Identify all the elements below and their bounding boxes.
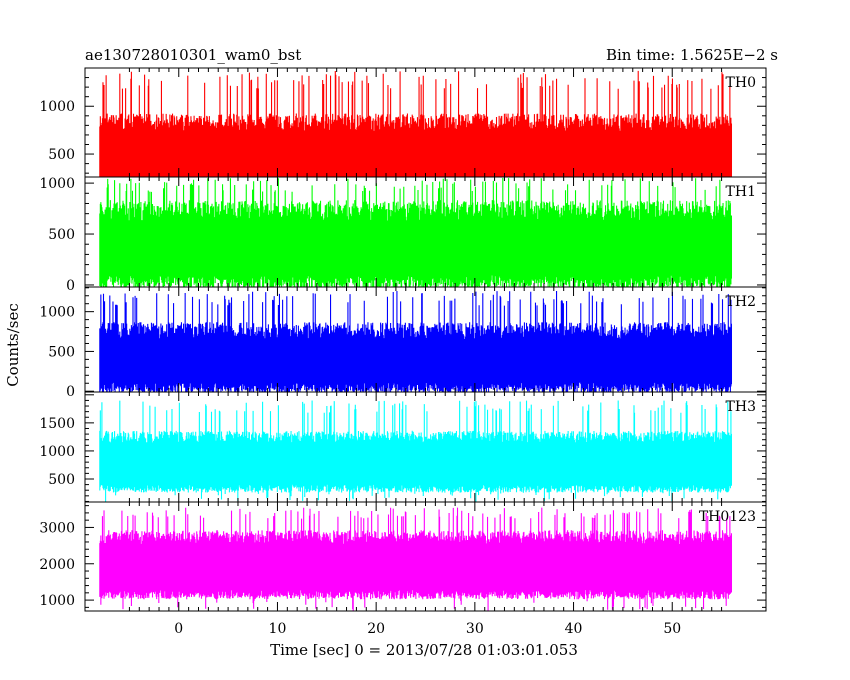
panel-th1: 0 500 1000 TH1: [39, 176, 767, 294]
y-tick-label: 1000: [39, 99, 75, 115]
y-tick-label: 1000: [39, 593, 75, 609]
panel-label-th2: TH2: [726, 294, 756, 310]
y-tick-label: 2000: [39, 557, 75, 573]
panel-th2: 0 500 1000 TH2: [39, 286, 767, 400]
y-tick-label: 500: [48, 472, 75, 488]
y-tick-label: 500: [48, 147, 75, 163]
x-tick-label: 30: [466, 621, 484, 637]
series-th0123: [99, 507, 733, 611]
series-th3: [99, 400, 733, 502]
y-tick-label: 0: [66, 278, 75, 294]
y-tick-label: 500: [48, 227, 75, 243]
panel-label-th0: TH0: [726, 75, 756, 91]
series-th0: [99, 70, 733, 177]
bin-time-label: Bin time: 1.5625E−2 s: [606, 46, 778, 64]
panel-label-th1: TH1: [726, 184, 756, 200]
y-tick-label: 1000: [39, 444, 75, 460]
y-tick-label: 3000: [39, 520, 75, 536]
x-tick-label: 0: [174, 621, 183, 637]
panel-th0: 500 1000 TH0: [39, 67, 767, 178]
y-tick-label: 500: [48, 344, 75, 360]
y-tick-label: 1500: [39, 416, 75, 432]
panel-label-th0123: TH0123: [699, 509, 756, 525]
y-tick-label: 1000: [39, 305, 75, 321]
x-tick-label: 50: [663, 621, 681, 637]
series-th1: [99, 178, 733, 287]
panel-th3: 500 1000 1500 TH3: [39, 391, 767, 503]
x-tick-label: 40: [565, 621, 583, 637]
panel-label-th3: TH3: [726, 399, 756, 415]
y-axis-label: Counts/sec: [4, 303, 22, 387]
y-tick-label: 1000: [39, 176, 75, 192]
x-tick-label: 10: [269, 621, 287, 637]
y-tick-label: 0: [66, 384, 75, 400]
x-axis-label: Time [sec] 0 = 2013/07/28 01:03:01.053: [270, 641, 578, 659]
x-tick-label: 20: [367, 621, 385, 637]
series-th2: [99, 291, 733, 392]
panel-th0123: 1000 2000 3000 TH0123: [39, 501, 767, 612]
chart-title: ae130728010301_wam0_bst: [85, 46, 301, 64]
